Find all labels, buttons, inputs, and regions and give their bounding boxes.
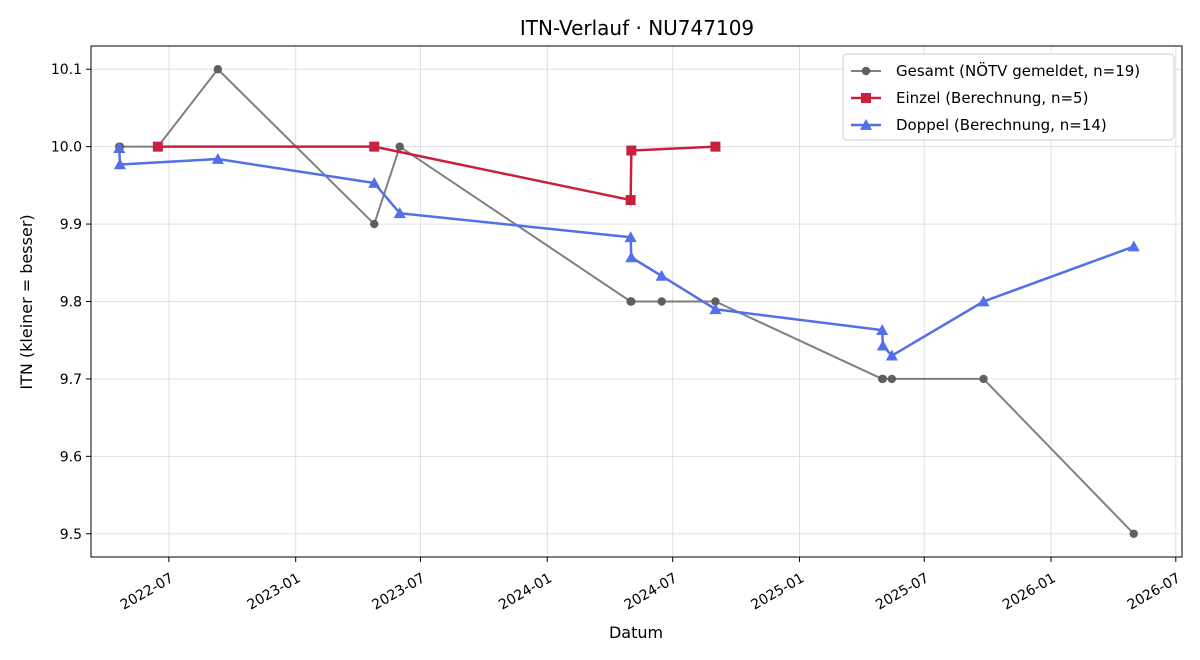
- x-tick-label: 2022-07: [118, 570, 177, 613]
- data-point: [885, 349, 898, 361]
- data-point: [395, 142, 404, 151]
- data-point: [887, 374, 897, 384]
- series-line: [118, 148, 1135, 357]
- x-tick-label: 2024-01: [496, 570, 555, 613]
- data-point: [368, 176, 381, 188]
- x-tick-label: 2024-07: [622, 570, 681, 613]
- data-point: [213, 65, 223, 74]
- data-point: [624, 231, 637, 243]
- legend-label: Einzel (Berechnung, n=5): [896, 89, 1088, 107]
- y-tick-label: 9.6: [60, 449, 82, 465]
- x-tick-label: 2023-07: [369, 570, 428, 613]
- data-point: [977, 295, 990, 307]
- data-point: [625, 195, 636, 206]
- data-point: [711, 297, 720, 306]
- y-tick-label: 10.1: [51, 62, 82, 78]
- x-tick-label: 2026-01: [1000, 570, 1059, 613]
- series-1: [115, 65, 1138, 538]
- data-point: [625, 251, 638, 263]
- data-point: [152, 141, 163, 152]
- y-tick-label: 9.7: [60, 372, 82, 388]
- data-point: [657, 297, 666, 306]
- series-layer: [113, 65, 1140, 538]
- data-point: [626, 145, 637, 156]
- data-point: [113, 158, 126, 170]
- legend-box: [842, 53, 1175, 141]
- x-tick-label: 2025-01: [748, 570, 807, 613]
- legend-marker: [861, 93, 871, 103]
- legend-marker: [859, 118, 873, 130]
- data-point: [393, 207, 406, 219]
- legend-marker: [861, 66, 871, 76]
- data-point: [876, 339, 889, 351]
- x-tick-label: 2023-01: [245, 570, 304, 613]
- chart-title: ITN-Verlauf · NU747109: [520, 16, 754, 40]
- data-point: [710, 141, 721, 152]
- legend-entry: [851, 118, 881, 130]
- legend-label: Doppel (Berechnung, n=14): [896, 116, 1107, 134]
- data-point: [876, 324, 889, 335]
- x-tick-label: 2026-07: [1125, 570, 1184, 613]
- y-axis-label: ITN (kleiner = besser): [17, 214, 36, 389]
- legend: Gesamt (NÖTV gemeldet, n=19) Einzel (Bere…: [842, 53, 1175, 141]
- legend-entry: [851, 66, 881, 76]
- data-point: [878, 374, 888, 384]
- data-point: [1129, 529, 1138, 538]
- data-point: [370, 219, 379, 229]
- data-point: [113, 142, 126, 154]
- y-tick-label: 9.5: [60, 527, 82, 543]
- series-3: [113, 142, 1140, 361]
- y-tick-label: 10.0: [51, 140, 82, 156]
- data-point: [627, 297, 636, 306]
- legend-entry: [851, 93, 881, 103]
- series-2: [152, 141, 721, 206]
- data-point: [709, 303, 722, 315]
- y-tick-label: 9.9: [60, 217, 82, 233]
- legend-label: Gesamt (NÖTV gemeldet, n=19): [896, 61, 1140, 80]
- data-point: [1127, 240, 1140, 252]
- x-axis-label: Datum: [609, 623, 663, 642]
- data-point: [369, 141, 380, 152]
- data-point: [655, 269, 668, 281]
- data-point: [979, 374, 988, 384]
- axes: 2022-07 2023-01 2023-07 2024-01 2024-07 2025-…: [51, 62, 1184, 613]
- x-tick-label: 2025-07: [873, 570, 932, 613]
- data-point: [211, 152, 224, 164]
- y-tick-label: 9.8: [60, 295, 82, 311]
